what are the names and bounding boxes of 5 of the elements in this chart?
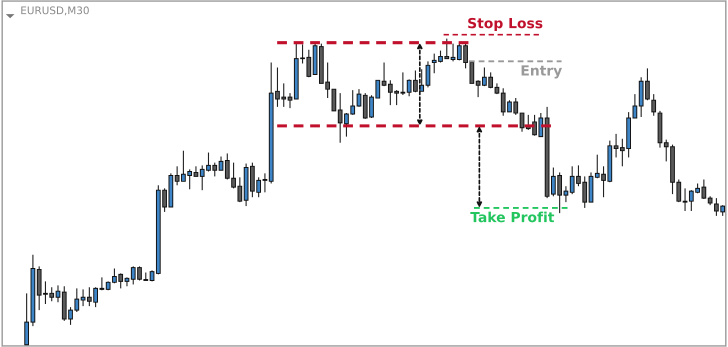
candlestick — [651, 94, 656, 116]
ref-line-label: Take Profit — [470, 212, 554, 222]
chart-title: EURUSD,M30 — [21, 6, 89, 16]
ref-line-label: Entry — [522, 65, 562, 78]
ref-line-label: Stop Loss — [468, 18, 542, 32]
